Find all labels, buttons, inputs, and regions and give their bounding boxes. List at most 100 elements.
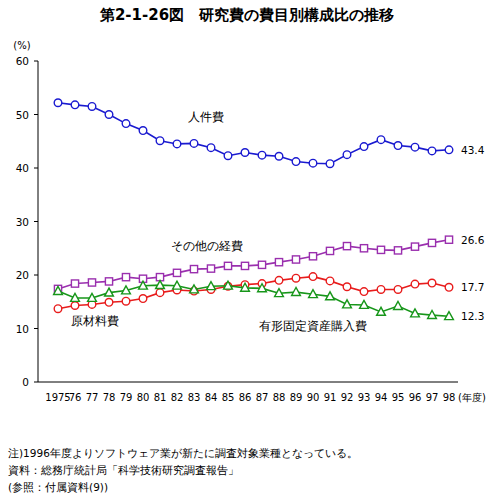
note: 注)1996年度よりソフトウェア業が新たに調査対象業種となっている。: [8, 447, 358, 459]
series-line: [58, 277, 449, 309]
x-tick-label: 84: [205, 392, 218, 403]
data-point: [292, 288, 301, 296]
x-tick-label: 96: [409, 392, 422, 403]
x-axis-label: (年度): [458, 392, 486, 403]
data-point: [122, 297, 130, 305]
y-tick-label: 30: [16, 216, 29, 228]
data-point: [122, 120, 130, 128]
data-point: [71, 293, 80, 301]
data-label: 17.7: [461, 281, 484, 293]
data-point: [275, 152, 283, 160]
data-point: [122, 274, 129, 281]
data-point: [275, 277, 283, 285]
data-point: [190, 266, 197, 273]
data-point: [343, 283, 351, 291]
x-tick-label: 89: [290, 392, 303, 403]
note: (参照：付属資料(9)): [8, 481, 108, 493]
data-point: [377, 286, 385, 294]
data-point: [258, 284, 267, 292]
data-point: [428, 147, 436, 155]
x-tick-label: 82: [171, 392, 184, 403]
y-tick: [34, 61, 38, 62]
data-point: [105, 111, 113, 119]
x-tick-label: 80: [137, 392, 150, 403]
data-point: [309, 253, 316, 260]
data-point: [139, 281, 148, 289]
data-label: 12.3: [461, 310, 484, 322]
x-tick-label: 93: [358, 392, 371, 403]
data-point: [173, 269, 180, 276]
series-name: 有形固定資産購入費: [259, 319, 367, 333]
data-point: [139, 127, 147, 135]
x-tick-label: 94: [375, 392, 388, 403]
data-point: [122, 286, 131, 294]
x-tick-label: 81: [154, 392, 167, 403]
y-tick-label: 10: [16, 323, 29, 335]
data-point: [241, 149, 249, 157]
x-tick-label: 95: [392, 392, 405, 403]
x-tick-label: 92: [341, 392, 354, 403]
data-point: [71, 101, 79, 109]
y-tick: [34, 114, 38, 115]
data-point: [88, 293, 97, 301]
data-point: [326, 160, 334, 168]
x-tick-label: 90: [307, 392, 320, 403]
data-point: [360, 245, 367, 252]
data-point: [105, 288, 114, 296]
y-tick: [34, 328, 38, 329]
data-point: [394, 286, 402, 294]
data-point: [394, 247, 401, 254]
data-point: [377, 307, 386, 315]
x-tick-label: 85: [222, 392, 235, 403]
data-point: [207, 265, 214, 272]
data-point: [156, 137, 164, 145]
x-tick-label: 79: [120, 392, 133, 403]
data-point: [224, 262, 231, 269]
x-tick-label: 83: [188, 392, 201, 403]
y-axis-label: (%): [13, 40, 30, 51]
y-tick-label: 0: [22, 376, 29, 388]
data-point: [258, 261, 265, 268]
data-point: [190, 140, 198, 148]
data-point: [241, 262, 248, 269]
data-point: [377, 136, 385, 144]
data-point: [445, 146, 453, 154]
series-name: その他の経費: [171, 239, 243, 253]
data-point: [258, 151, 266, 159]
y-tick-label: 20: [16, 269, 29, 281]
data-point: [71, 280, 78, 287]
y-tick-label: 40: [16, 162, 29, 174]
data-point: [326, 292, 335, 300]
data-point: [411, 243, 418, 250]
data-point: [224, 281, 233, 289]
y-tick: [34, 221, 38, 222]
data-point: [445, 312, 454, 320]
data-point: [156, 289, 164, 297]
data-point: [105, 278, 112, 285]
x-tick-label: 98: [443, 392, 456, 403]
data-point: [292, 256, 299, 263]
data-point: [326, 277, 334, 285]
y-tick: [34, 382, 38, 383]
data-point: [428, 311, 437, 319]
data-point: [326, 247, 333, 254]
data-point: [173, 140, 181, 148]
data-point: [275, 289, 284, 297]
data-point: [275, 259, 282, 266]
data-point: [343, 300, 352, 308]
data-point: [428, 279, 436, 287]
data-point: [207, 282, 216, 290]
series-name: 原材料費: [71, 314, 119, 328]
data-point: [105, 298, 113, 306]
x-tick-label: 78: [103, 392, 116, 403]
x-tick-label: 86: [239, 392, 252, 403]
data-label: 26.6: [461, 234, 485, 246]
data-point: [343, 151, 351, 159]
data-point: [309, 273, 317, 281]
data-point: [343, 243, 350, 250]
y-tick: [34, 275, 38, 276]
chart: 第2-1-26図 研究費の費目別構成比の推移(%)010203040506019…: [0, 0, 494, 502]
plot-area: [54, 99, 454, 320]
data-point: [445, 284, 453, 292]
data-point: [139, 295, 147, 303]
